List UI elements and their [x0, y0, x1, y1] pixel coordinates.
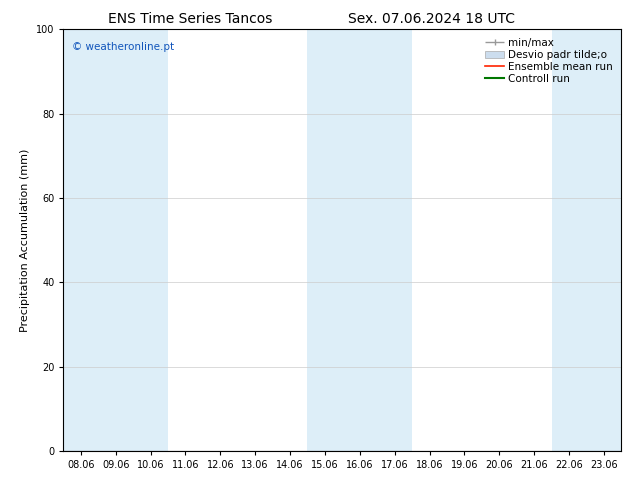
Bar	[307, 29, 412, 451]
Y-axis label: Precipitation Accumulation (mm): Precipitation Accumulation (mm)	[20, 148, 30, 332]
Bar	[63, 29, 168, 451]
Text: ENS Time Series Tancos: ENS Time Series Tancos	[108, 12, 273, 26]
Text: Sex. 07.06.2024 18 UTC: Sex. 07.06.2024 18 UTC	[347, 12, 515, 26]
Text: © weatheronline.pt: © weatheronline.pt	[72, 42, 174, 52]
Bar	[552, 29, 621, 451]
Legend: min/max, Desvio padr tilde;o, Ensemble mean run, Controll run: min/max, Desvio padr tilde;o, Ensemble m…	[482, 35, 616, 87]
